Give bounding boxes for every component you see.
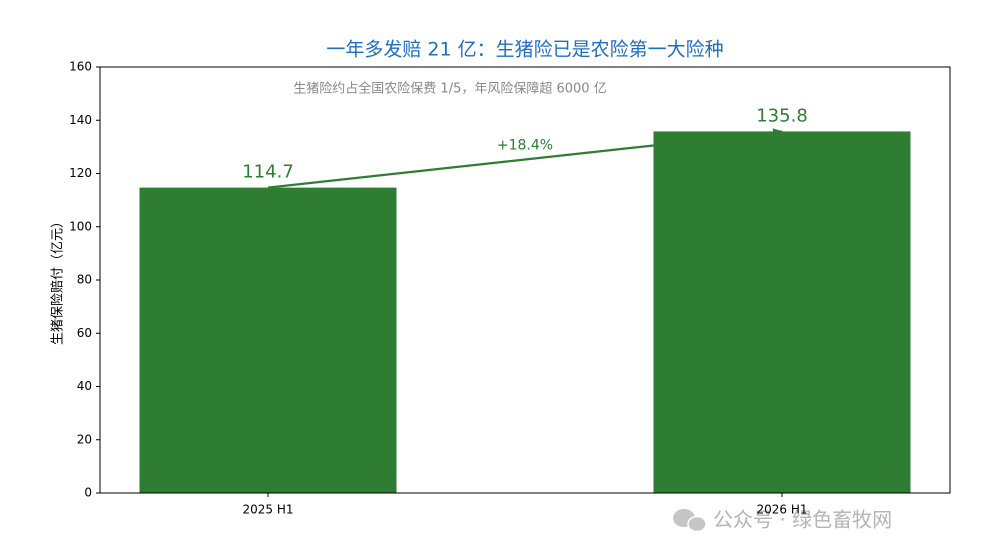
- value-label: 135.8: [756, 105, 808, 126]
- y-tick-label: 0: [84, 486, 92, 500]
- y-tick-label: 120: [69, 166, 92, 180]
- x-tick-label: 2025 H1: [242, 503, 293, 517]
- plot-frame: [99, 66, 951, 494]
- growth-arrow: [267, 128, 783, 189]
- watermark-text: 公众号 · 绿色畜牧网: [713, 508, 892, 532]
- y-tick-label: 160: [69, 60, 92, 74]
- chart-title: 一年多发赔 21 亿：生猪险已是农险第一大险种: [326, 39, 723, 61]
- y-tick-label: 60: [77, 326, 92, 340]
- watermark-icon: [687, 515, 707, 533]
- subtitle: 生猪险约占全国农险保费 1/5，年风险保障超 6000 亿: [293, 81, 606, 97]
- y-tick-label: 20: [77, 432, 92, 446]
- y-axis-label: 生猪保险赔付（亿元）: [51, 215, 66, 345]
- bar: [139, 187, 397, 493]
- y-tick-label: 40: [77, 379, 92, 393]
- watermark: 公众号 · 绿色畜牧网: [673, 508, 892, 533]
- y-tick-label: 80: [77, 273, 92, 287]
- value-label: 114.7: [242, 162, 294, 183]
- y-tick-label: 140: [69, 113, 92, 127]
- growth-label: +18.4%: [497, 138, 553, 154]
- y-tick-label: 100: [69, 219, 92, 233]
- bar: [653, 131, 911, 493]
- x-tick-label: 2026 H1: [756, 503, 807, 517]
